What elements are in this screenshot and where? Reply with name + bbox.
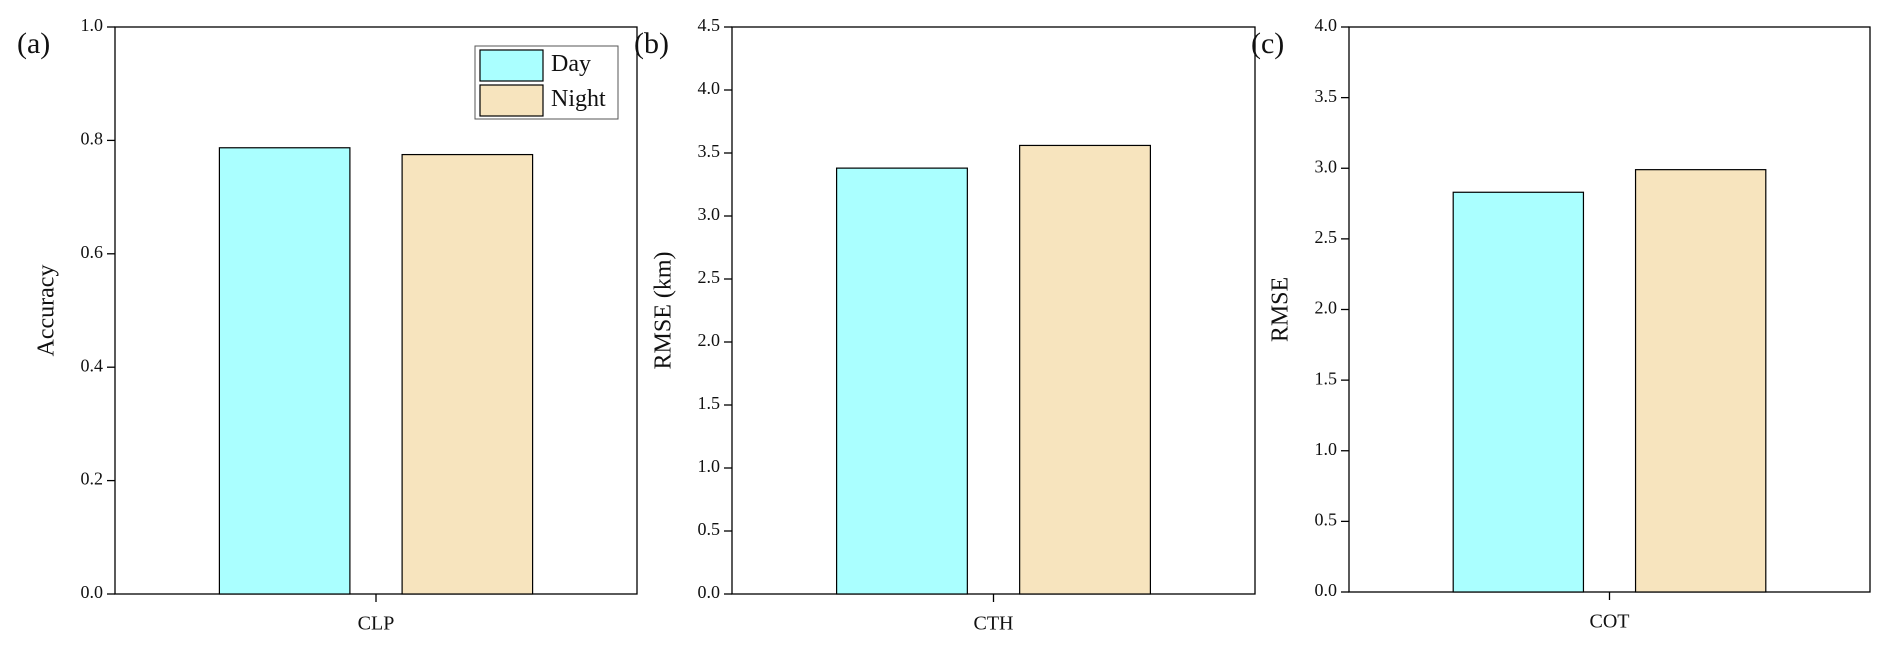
y-tick-label: 0.0 [1315, 580, 1338, 600]
y-tick-label: 0.0 [81, 582, 104, 602]
y-tick-label: 0.5 [698, 519, 721, 539]
y-tick-label: 2.5 [698, 267, 721, 287]
legend-label: Day [551, 51, 591, 77]
y-tick-label: 0.6 [81, 242, 104, 262]
bar [1452, 191, 1585, 593]
y-tick-label: 1.5 [1315, 368, 1338, 388]
bar [218, 147, 351, 595]
y-tick-label: 0.4 [81, 355, 104, 375]
x-tick-label: CTH [974, 613, 1014, 635]
y-axis-title: RMSE [1268, 277, 1294, 342]
y-tick-label: 0.2 [81, 469, 104, 489]
y-tick-label: 4.0 [1315, 15, 1338, 35]
y-tick-label: 1.0 [698, 456, 721, 476]
y-tick-label: 3.5 [698, 141, 721, 161]
y-tick-label: 4.0 [698, 78, 721, 98]
y-tick-label: 4.5 [698, 15, 721, 35]
y-tick-label: 1.0 [81, 15, 104, 35]
x-tick-label: CLP [358, 613, 395, 635]
bar [401, 153, 534, 595]
y-tick-label: 1.5 [698, 393, 721, 413]
y-tick-label: 3.5 [1315, 86, 1338, 106]
y-tick-label: 2.0 [1315, 298, 1338, 318]
plot-frame [1348, 26, 1871, 593]
y-axis-title: RMSE (km) [651, 251, 677, 369]
bar [1019, 144, 1152, 595]
panel-label: (a) [17, 27, 50, 60]
x-tick-label: COT [1590, 611, 1630, 633]
panel-label: (b) [634, 27, 669, 60]
y-axis-title: Accuracy [34, 265, 60, 357]
y-tick-label: 3.0 [698, 204, 721, 224]
legend-swatch [479, 84, 544, 117]
y-tick-label: 0.5 [1315, 510, 1338, 530]
legend-swatch [479, 49, 544, 82]
panel-label: (c) [1251, 27, 1284, 60]
plot-frame [731, 26, 1256, 595]
y-tick-label: 3.0 [1315, 156, 1338, 176]
y-tick-label: 1.0 [1315, 439, 1338, 459]
bar [835, 167, 968, 595]
y-tick-label: 2.5 [1315, 227, 1338, 247]
y-tick-label: 0.8 [81, 129, 104, 149]
bar [1634, 169, 1767, 593]
y-tick-label: 2.0 [698, 330, 721, 350]
legend-label: Night [551, 86, 606, 112]
y-tick-label: 0.0 [698, 582, 721, 602]
